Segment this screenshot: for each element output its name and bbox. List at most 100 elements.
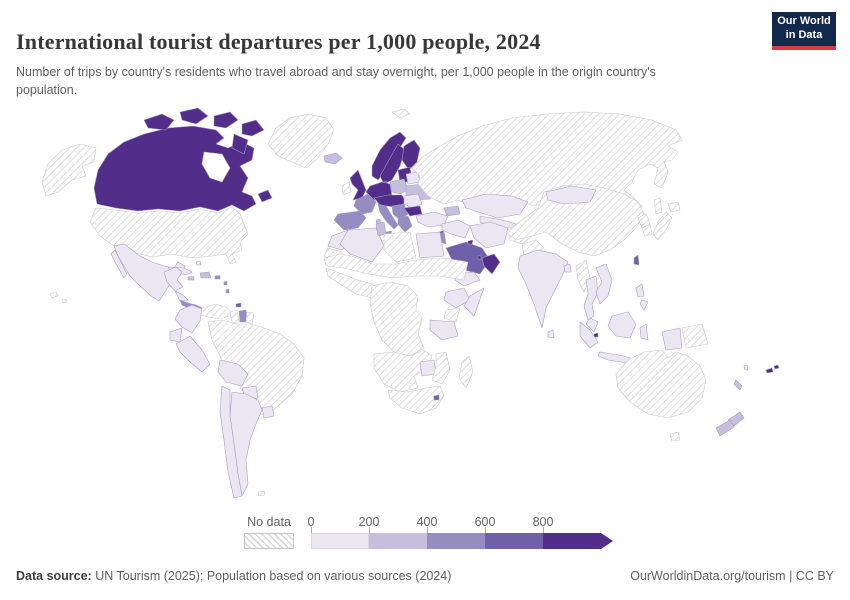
country-uruguay[interactable] xyxy=(261,405,275,419)
country-ecuador[interactable] xyxy=(169,327,183,343)
country-new-caledonia[interactable] xyxy=(733,379,743,391)
country-algeria[interactable] xyxy=(339,227,385,263)
country-suriname[interactable] xyxy=(238,309,248,323)
country-philippines-1[interactable] xyxy=(635,283,645,298)
country-vietnam-laos[interactable] xyxy=(595,263,613,305)
country-tanzania[interactable] xyxy=(429,319,459,341)
country-mexico[interactable] xyxy=(113,243,186,302)
footer-link[interactable]: OurWorldinData.org/tourism | CC BY xyxy=(630,569,834,583)
country-antilles-2[interactable] xyxy=(225,288,230,294)
country-new-zealand-south[interactable] xyxy=(715,419,735,437)
legend-bin-swatch[interactable] xyxy=(369,533,427,549)
country-greenland[interactable] xyxy=(267,113,335,169)
country-australia[interactable] xyxy=(615,349,707,419)
country-west-papua[interactable] xyxy=(661,327,683,351)
legend-bin-swatch[interactable] xyxy=(543,533,613,549)
country-poland[interactable] xyxy=(389,178,409,195)
country-central-america-2[interactable] xyxy=(174,290,189,302)
country-syria-iraq[interactable] xyxy=(441,219,471,239)
country-caucasus[interactable] xyxy=(443,205,461,217)
owid-logo[interactable]: Our World in Data xyxy=(772,12,836,50)
country-jamaica[interactable] xyxy=(187,276,195,281)
country-iberia[interactable] xyxy=(333,210,367,231)
country-bolivia[interactable] xyxy=(217,359,249,387)
country-chile[interactable] xyxy=(219,385,243,499)
country-libya[interactable] xyxy=(383,231,417,263)
country-mozambique[interactable] xyxy=(431,351,451,385)
country-south-africa[interactable] xyxy=(387,385,445,415)
country-sri-lanka[interactable] xyxy=(547,329,555,339)
country-borneo[interactable] xyxy=(607,311,637,339)
country-puerto-rico[interactable] xyxy=(214,275,221,280)
country-bahamas[interactable] xyxy=(195,260,202,266)
country-kazakhstan[interactable] xyxy=(461,193,529,219)
country-central-africa[interactable] xyxy=(369,281,425,357)
country-madagascar[interactable] xyxy=(458,355,474,389)
country-south-korea[interactable] xyxy=(641,223,653,237)
country-vanuatu[interactable] xyxy=(743,364,749,371)
country-taiwan[interactable] xyxy=(633,254,640,266)
country-bulgaria[interactable] xyxy=(403,205,423,217)
country-malaysia[interactable] xyxy=(585,317,599,333)
country-sahel[interactable] xyxy=(323,253,469,281)
country-canada[interactable] xyxy=(93,125,257,212)
country-mongolia[interactable] xyxy=(545,185,597,205)
country-ethiopia[interactable] xyxy=(443,287,471,309)
country-trinidad[interactable] xyxy=(235,302,242,308)
country-qatar[interactable] xyxy=(477,254,482,261)
country-philippines-2[interactable] xyxy=(639,299,649,311)
legend-bin-swatch[interactable] xyxy=(427,533,485,549)
country-hispaniola[interactable] xyxy=(199,271,212,279)
country-alaska[interactable] xyxy=(41,143,97,197)
country-italy[interactable] xyxy=(377,203,399,230)
legend-bin-swatch[interactable] xyxy=(311,533,369,549)
country-bangladesh[interactable] xyxy=(563,263,572,273)
legend-no-data-swatch[interactable] xyxy=(244,533,294,549)
country-russia-sakhalin[interactable] xyxy=(653,197,663,215)
country-tasmania[interactable] xyxy=(669,431,681,442)
legend-bin-swatch[interactable] xyxy=(485,533,543,549)
country-hawaii[interactable] xyxy=(49,291,59,299)
country-oman-uae[interactable] xyxy=(481,253,501,275)
country-angola-zambia[interactable] xyxy=(373,349,433,393)
country-french-guiana[interactable] xyxy=(245,311,255,325)
country-ireland[interactable] xyxy=(341,181,352,196)
country-greece[interactable] xyxy=(397,215,413,233)
country-eswatini[interactable] xyxy=(433,394,440,401)
country-romania[interactable] xyxy=(403,193,423,209)
country-france[interactable] xyxy=(353,193,377,215)
country-png[interactable] xyxy=(681,323,709,349)
country-somalia[interactable] xyxy=(463,287,485,317)
country-kenya[interactable] xyxy=(443,307,461,323)
country-peru[interactable] xyxy=(175,335,211,373)
country-svalbard[interactable] xyxy=(391,108,411,119)
country-canada-island-4[interactable] xyxy=(241,119,265,137)
country-sumatra[interactable] xyxy=(579,321,599,349)
country-canada-island-2[interactable] xyxy=(179,107,209,125)
country-fiji-2[interactable] xyxy=(773,364,780,370)
country-japan-hokkaido[interactable] xyxy=(667,201,681,213)
country-norway[interactable] xyxy=(371,131,407,181)
country-hawaii-2[interactable] xyxy=(61,298,68,304)
country-canada-island-1[interactable] xyxy=(143,113,175,131)
country-japan[interactable] xyxy=(652,211,673,241)
country-finland[interactable] xyxy=(401,139,421,171)
country-iceland[interactable] xyxy=(323,152,343,165)
country-falklands[interactable] xyxy=(257,490,266,497)
country-thailand[interactable] xyxy=(583,275,599,321)
country-canada-island-3[interactable] xyxy=(213,111,239,129)
country-iran[interactable] xyxy=(469,221,509,249)
country-venezuela[interactable] xyxy=(200,303,233,320)
country-fiji-1[interactable] xyxy=(765,367,774,374)
country-sulawesi[interactable] xyxy=(639,323,649,341)
country-colombia[interactable] xyxy=(174,304,203,334)
country-canada-newfoundland[interactable] xyxy=(257,189,273,203)
country-antilles-1[interactable] xyxy=(223,280,228,286)
country-central-america[interactable] xyxy=(163,266,184,292)
country-egypt[interactable] xyxy=(415,231,445,259)
country-guyana[interactable] xyxy=(229,309,240,324)
country-mexico-baja[interactable] xyxy=(110,249,128,279)
country-kuwait[interactable] xyxy=(467,239,474,245)
country-canada-baffin[interactable] xyxy=(231,133,249,155)
country-india[interactable] xyxy=(517,249,569,329)
